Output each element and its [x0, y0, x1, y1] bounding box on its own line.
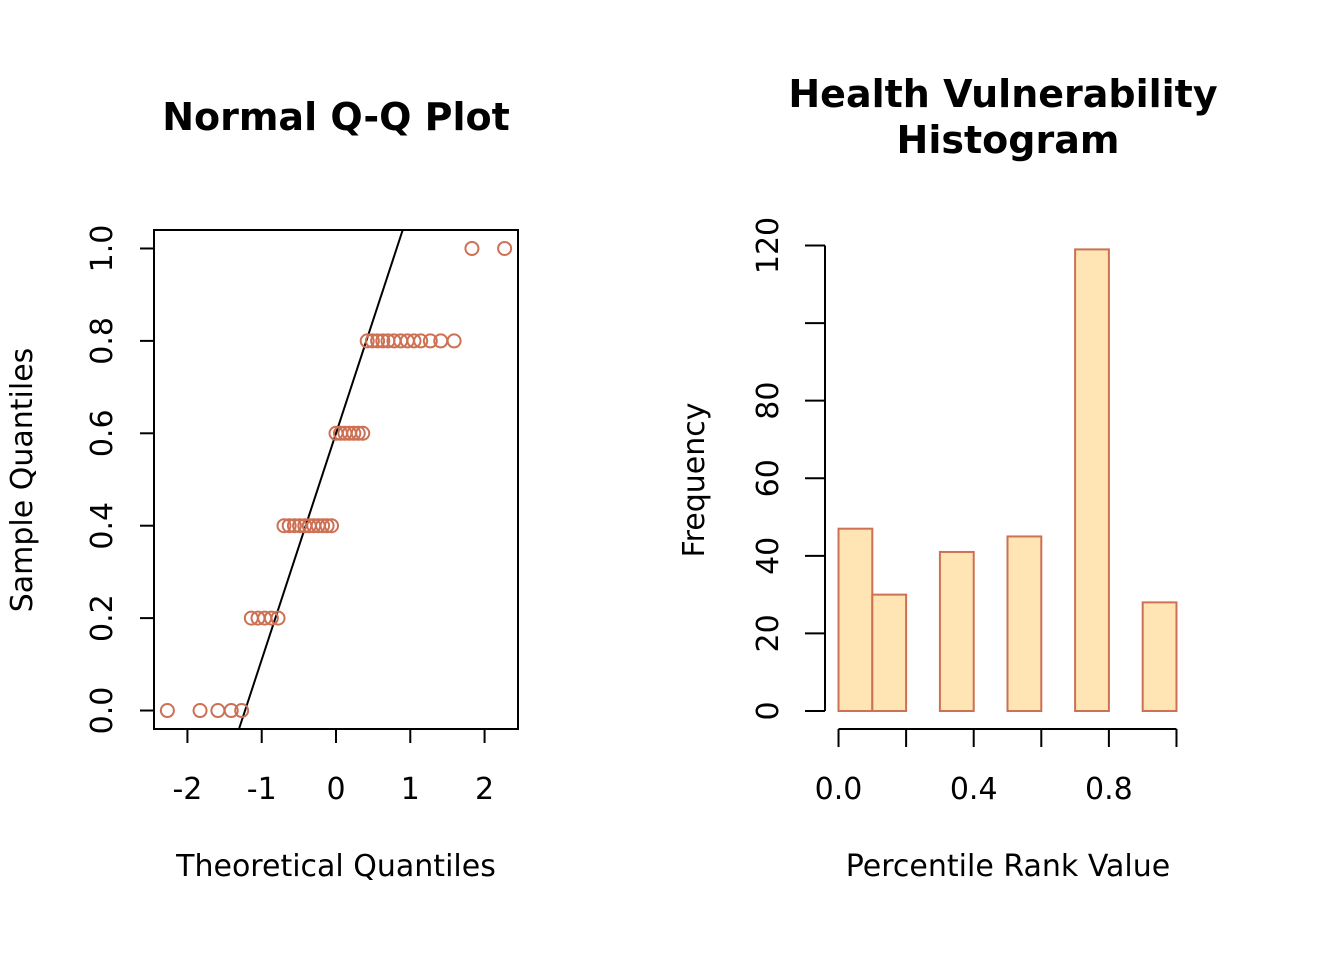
qq-point — [210, 703, 226, 719]
qq-y-axis-label: Sample Quantiles — [5, 348, 40, 613]
qq-y-tick-label: 0.2 — [85, 594, 120, 642]
qq-x-tick-label: 0 — [326, 772, 345, 807]
histogram-y-tick-label: 20 — [751, 614, 786, 652]
histogram-x-axis: 0.0 0.4 0.8 — [815, 728, 1178, 807]
qq-x-axis-label: Theoretical Quantiles — [175, 849, 496, 884]
qq-point — [446, 333, 462, 349]
qq-point — [497, 240, 513, 256]
qq-point — [406, 333, 422, 349]
histogram-bar — [938, 550, 975, 712]
qq-y-tick-label: 1.0 — [85, 225, 120, 273]
qq-point — [464, 240, 480, 256]
histogram-panel: Health Vulnerability Histogram 0.0 0.4 0.8… — [677, 72, 1218, 884]
histogram-y-tick-label: 0 — [751, 701, 786, 720]
qq-point — [422, 333, 438, 349]
histogram-x-tick-label: 0.8 — [1085, 772, 1133, 807]
histogram-y-axis-label: Frequency — [677, 403, 712, 558]
qq-y-axis: 0.0 0.2 0.4 0.6 0.8 1.0 — [85, 225, 155, 735]
qq-y-tick-label: 0.4 — [85, 502, 120, 550]
qq-point — [375, 333, 391, 349]
qq-point — [359, 333, 375, 349]
qq-point — [413, 333, 429, 349]
qq-point — [223, 703, 239, 719]
histogram-title-line-1: Health Vulnerability — [788, 72, 1217, 116]
qq-point — [350, 425, 366, 441]
histogram-bar — [837, 527, 874, 712]
histogram-bar — [1074, 248, 1110, 712]
qq-y-tick-label: 0.0 — [85, 687, 120, 735]
qq-point — [315, 518, 331, 534]
histogram-bars — [837, 248, 1178, 712]
qq-point — [270, 610, 286, 626]
qq-point — [234, 703, 250, 719]
histogram-y-axis: 0 20 40 60 80 120 — [751, 217, 826, 721]
histogram-x-axis-label: Percentile Rank Value — [846, 849, 1170, 884]
qq-point — [159, 703, 175, 719]
qq-plot-panel: Normal Q-Q Plot -2 -1 0 1 2 0.0 0.2 0.4 0.6 0.8 1… — [5, 95, 519, 884]
qq-point — [292, 518, 308, 534]
histogram-y-tick-label: 120 — [751, 217, 786, 274]
histogram-bar — [1141, 601, 1178, 712]
qq-point — [319, 518, 335, 534]
qq-points — [159, 240, 513, 719]
qq-plot-frame — [153, 229, 519, 730]
qq-y-tick-label: 0.8 — [85, 317, 120, 365]
qq-x-tick-label: 1 — [401, 772, 420, 807]
histogram-bar — [871, 593, 908, 712]
histogram-x-tick-label: 0.4 — [950, 772, 998, 807]
qq-point — [281, 518, 297, 534]
qq-point — [192, 703, 208, 719]
qq-x-axis: -2 -1 0 1 2 — [172, 728, 494, 807]
histogram-bar — [1006, 535, 1043, 712]
qq-reference-line — [238, 229, 404, 730]
histogram-y-tick-label: 80 — [751, 382, 786, 420]
qq-x-tick-label: -2 — [172, 772, 202, 807]
histogram-x-tick-label: 0.0 — [815, 772, 863, 807]
qq-point — [364, 333, 380, 349]
qq-title: Normal Q-Q Plot — [162, 95, 510, 139]
qq-point — [286, 518, 302, 534]
qq-point — [276, 518, 292, 534]
qq-point — [324, 518, 340, 534]
qq-y-tick-label: 0.6 — [85, 409, 120, 457]
qq-point — [346, 425, 362, 441]
histogram-y-tick-label: 60 — [751, 459, 786, 497]
histogram-title-line-2: Histogram — [897, 118, 1120, 162]
qq-point — [263, 610, 279, 626]
qq-point — [355, 425, 371, 441]
qq-x-tick-label: 2 — [475, 772, 494, 807]
qq-point — [370, 333, 386, 349]
histogram-y-tick-label: 40 — [751, 537, 786, 575]
qq-x-tick-label: -1 — [247, 772, 277, 807]
